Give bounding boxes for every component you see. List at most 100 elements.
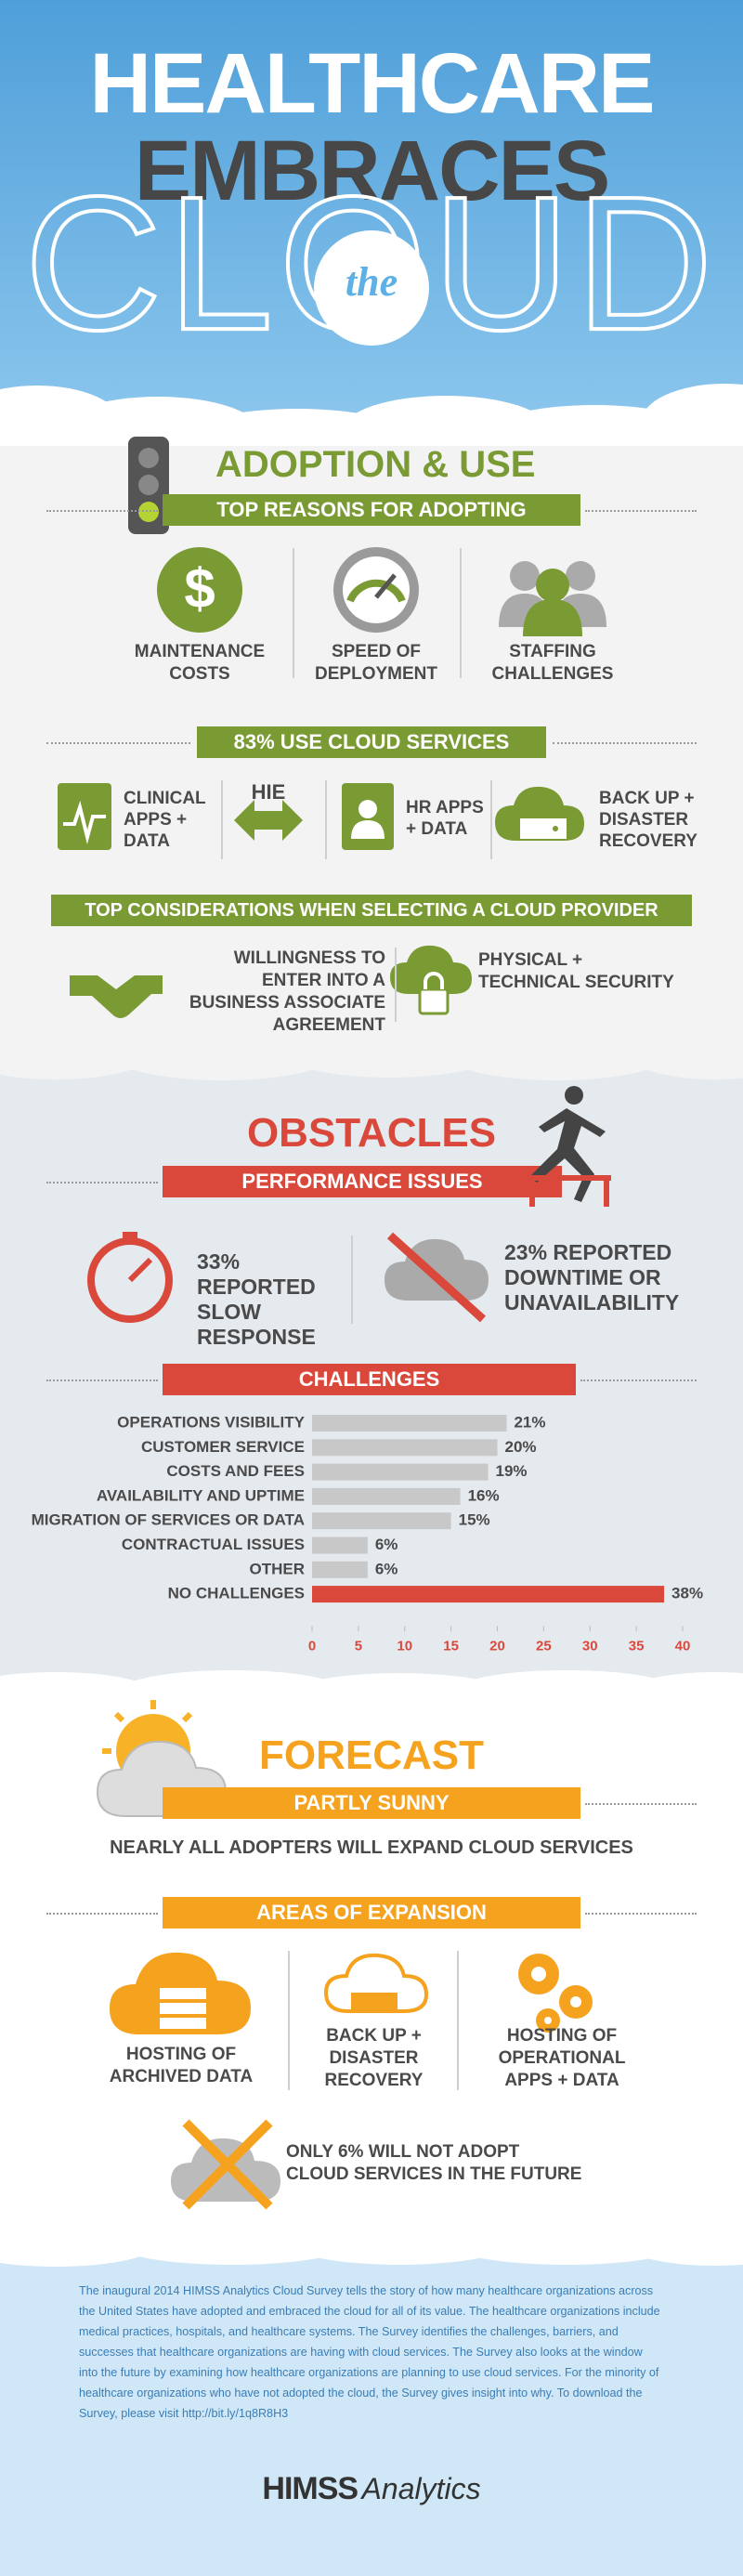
challenges-chart: OPERATIONS VISIBILITY 21% CUSTOMER SERVICE…: [32, 1413, 703, 1654]
adoption-title: ADOPTION & USE: [215, 444, 536, 485]
dotted-rule: [585, 1803, 697, 1805]
category-label: AVAILABILITY AND UPTIME: [97, 1486, 305, 1504]
traffic-light-icon: [128, 437, 169, 534]
divider: [325, 780, 327, 859]
runner-icon: [528, 1086, 611, 1207]
divider: [395, 948, 397, 1022]
x-tick-label: 15: [443, 1638, 459, 1654]
divider: [351, 1236, 353, 1324]
dotted-rule: [553, 742, 697, 744]
value-label: 6%: [375, 1536, 398, 1553]
reason-label: SPEED OF DEPLOYMENT: [315, 642, 437, 684]
header-background: [0, 0, 743, 446]
x-tick-label: 25: [536, 1638, 552, 1654]
service-label: BACK UP + DISASTER RECOVERY: [599, 789, 697, 851]
dotted-rule: [46, 510, 158, 512]
logo-brand: HIMSS: [262, 2471, 358, 2506]
value-label: 38%: [671, 1585, 703, 1602]
footer-background: [0, 2253, 743, 2576]
category-label: OTHER: [250, 1560, 306, 1577]
value-label: 6%: [375, 1560, 398, 1577]
header-art: CLOUD the: [0, 155, 743, 446]
outlook-banner: PARTLY SUNNY: [163, 1787, 580, 1819]
bar: [312, 1536, 368, 1554]
forecast-title: FORECAST: [259, 1733, 484, 1778]
divider: [221, 780, 223, 859]
dotted-rule: [46, 1380, 158, 1381]
reason-label: MAINTENANCE COSTS: [134, 642, 266, 684]
bar: [312, 1586, 665, 1603]
bar: [312, 1561, 368, 1578]
service-label: HR APPS + DATA: [406, 798, 484, 839]
dotted-rule: [46, 742, 190, 744]
bar: [312, 1415, 507, 1432]
consideration-label: WILLINGNESS TO ENTER INTO A BUSINESS ASS…: [189, 948, 385, 1035]
category-label: COSTS AND FEES: [166, 1462, 305, 1480]
divider: [490, 780, 492, 859]
x-tick-label: 5: [355, 1638, 362, 1654]
issue-icons: [87, 1232, 489, 1323]
bar: [312, 1439, 498, 1457]
area-icons: [110, 1952, 593, 2034]
usage-banner: 83% USE CLOUD SERVICES: [197, 726, 546, 758]
divider: [288, 1951, 290, 2090]
x-tick-label: 10: [397, 1638, 412, 1654]
value-label: 21%: [514, 1413, 545, 1431]
title-the: the: [345, 259, 398, 305]
bar: [312, 1463, 489, 1481]
value-label: 15%: [459, 1511, 490, 1529]
header-clouds: [0, 384, 743, 446]
dotted-rule: [585, 1913, 697, 1915]
service-label: HIE: [251, 780, 286, 804]
performance-banner: PERFORMANCE ISSUES: [163, 1166, 562, 1197]
category-label: CUSTOMER SERVICE: [141, 1438, 305, 1456]
category-label: MIGRATION OF SERVICES OR DATA: [32, 1511, 305, 1529]
value-label: 20%: [505, 1438, 537, 1456]
divider: [457, 1951, 459, 2090]
service-icons: [58, 783, 584, 850]
divider: [460, 548, 462, 678]
cloud-divider: [0, 1670, 743, 1709]
category-label: NO CHALLENGES: [168, 1585, 305, 1602]
category-label: CONTRACTUAL ISSUES: [122, 1536, 305, 1553]
area-label: HOSTING OF ARCHIVED DATA: [109, 2045, 254, 2086]
the-badge: [314, 230, 429, 346]
non-adopters: ONLY 6% WILL NOT ADOPT CLOUD SERVICES IN…: [286, 2142, 582, 2184]
area-label: HOSTING OF OPERATIONAL APPS + DATA: [498, 2026, 626, 2090]
divider: [293, 548, 294, 678]
forecast-statement: NEARLY ALL ADOPTERS WILL EXPAND CLOUD SE…: [110, 1837, 633, 1858]
title-line2: EMBRACES: [134, 124, 610, 218]
consideration-label: PHYSICAL + TECHNICAL SECURITY: [478, 950, 674, 992]
challenges-banner: CHALLENGES: [163, 1364, 576, 1395]
reason-icons: $: [157, 547, 606, 636]
service-label: CLINICAL APPS + DATA: [124, 789, 206, 851]
bar: [312, 1487, 461, 1505]
value-label: 19%: [496, 1462, 528, 1480]
issue-label: 23% REPORTED DOWNTIME OR UNAVAILABILITY: [504, 1240, 680, 1314]
x-tick-label: 30: [582, 1638, 598, 1654]
svg-text:$: $: [184, 557, 215, 620]
value-label: 16%: [468, 1486, 500, 1504]
x-tick-label: 35: [629, 1638, 645, 1654]
reason-label: STAFFING CHALLENGES: [491, 642, 614, 684]
dotted-rule: [580, 1380, 697, 1381]
dotted-rule: [585, 510, 697, 512]
area-label: BACK UP + DISASTER RECOVERY: [324, 2026, 424, 2090]
obstacles-title: OBSTACLES: [246, 1110, 497, 1156]
cloud-divider: [0, 1031, 743, 1080]
footer-text: The inaugural 2014 HIMSS Analytics Cloud…: [79, 2284, 660, 2420]
title-line1: HEALTHCARE: [89, 36, 656, 131]
areas-banner: AREAS OF EXPANSION: [163, 1897, 580, 1929]
x-tick-label: 20: [489, 1638, 505, 1654]
logo-product: Analytics: [361, 2472, 481, 2505]
x-tick-label: 40: [675, 1638, 691, 1654]
bar: [312, 1512, 451, 1530]
reasons-banner: TOP REASONS FOR ADOPTING: [163, 494, 580, 526]
x-tick-label: 0: [308, 1638, 316, 1654]
cloud-divider: [0, 2229, 743, 2267]
issue-label: 33% REPORTED SLOW RESPONSE: [197, 1249, 316, 1349]
dotted-rule: [46, 1182, 158, 1183]
category-label: OPERATIONS VISIBILITY: [117, 1413, 305, 1431]
no-adopt-icon: [171, 2119, 280, 2210]
